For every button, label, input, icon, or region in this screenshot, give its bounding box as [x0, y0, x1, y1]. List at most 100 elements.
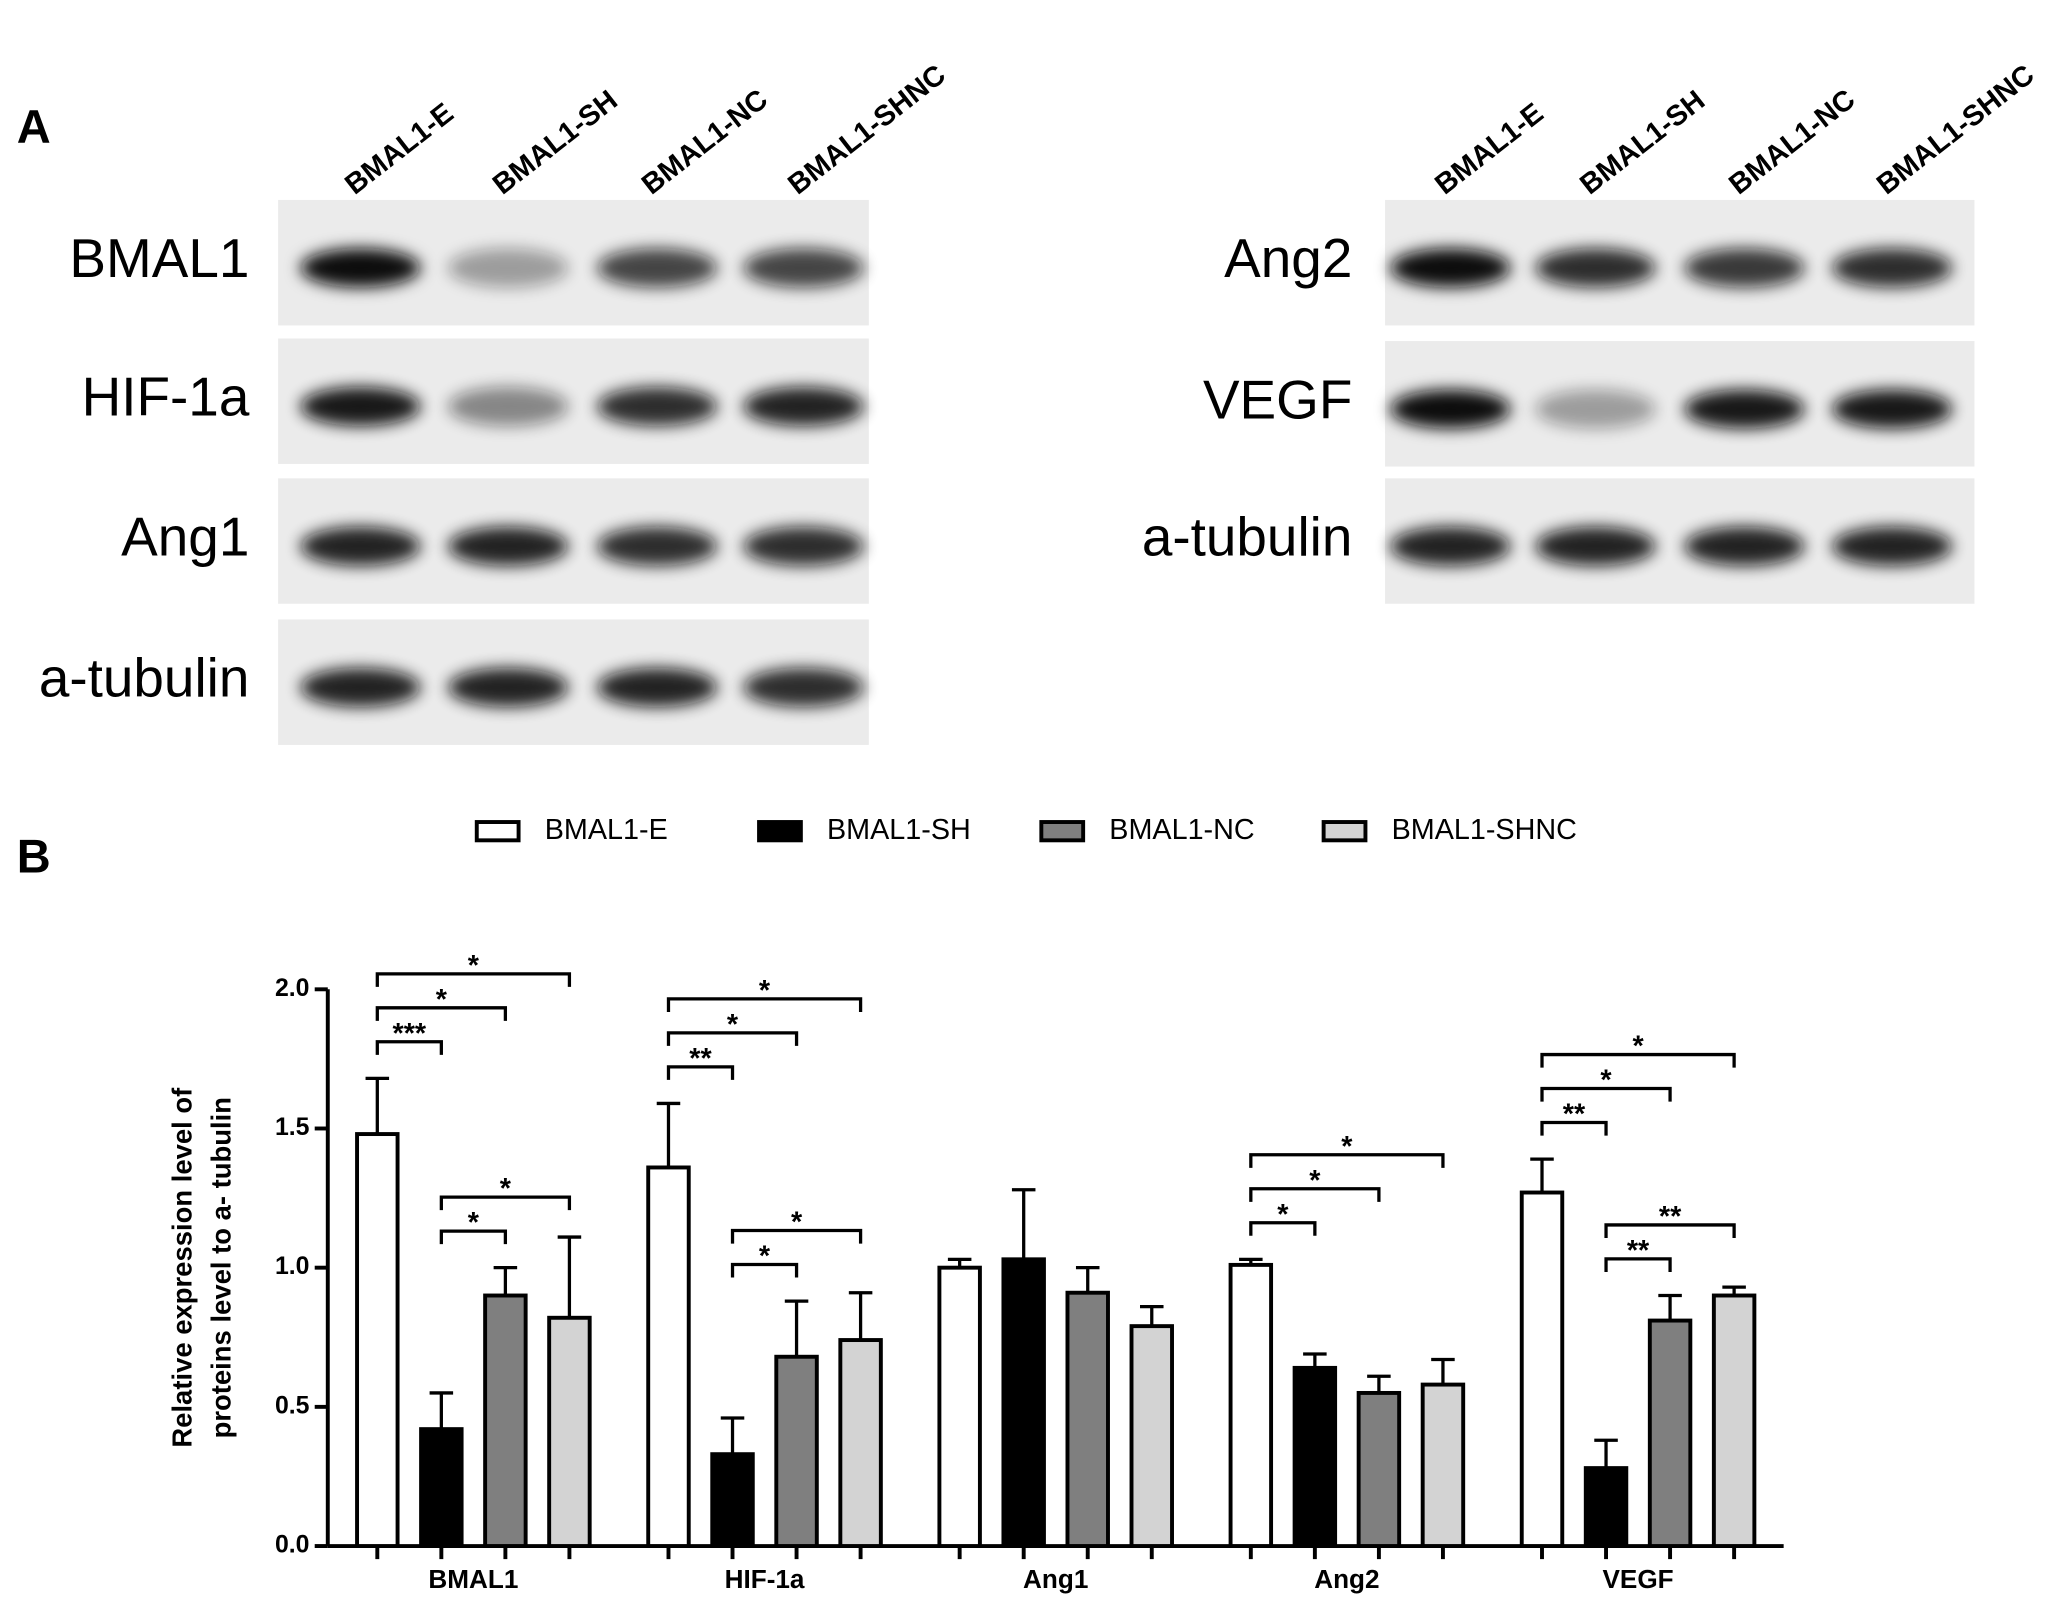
- bar: [1065, 1290, 1110, 1549]
- bar: [1129, 1324, 1174, 1549]
- blot-row-label: BMAL1: [69, 227, 249, 289]
- x-tick-label: Ang2: [1314, 1564, 1379, 1594]
- blot-band: [743, 386, 864, 427]
- blot-band: [448, 386, 569, 427]
- legend-label: BMAL1-SHNC: [1392, 814, 1577, 846]
- legend-swatch: [1321, 820, 1368, 843]
- significance-bracket: [1249, 1221, 1317, 1236]
- significance-label: *: [1632, 1031, 1644, 1063]
- bar: [1292, 1365, 1338, 1549]
- significance-bracket: [1604, 1257, 1672, 1272]
- y-tick-label: 2.0: [275, 975, 310, 1002]
- blot-band: [1535, 389, 1656, 429]
- blot-band: [448, 667, 569, 708]
- bar: [1001, 1257, 1046, 1549]
- significance-bracket: [375, 1006, 508, 1021]
- lane-label: BMAL1-NC: [636, 83, 774, 201]
- blot-row-label: HIF-1a: [82, 366, 250, 428]
- lane-label: BMAL1-E: [339, 97, 459, 201]
- bar: [1356, 1390, 1402, 1549]
- significance-bracket: [375, 972, 572, 987]
- lane-label: BMAL1-SHNC: [782, 59, 951, 201]
- significance-label: **: [1627, 1235, 1650, 1267]
- blot-band: [1390, 526, 1511, 566]
- significance-label: **: [689, 1043, 712, 1075]
- blot-row-label: VEGF: [1203, 368, 1352, 430]
- blot-band: [1684, 248, 1805, 288]
- bar: [1420, 1382, 1466, 1549]
- y-axis-label: proteins level to a- tubulin: [205, 1097, 236, 1438]
- significance-label: *: [500, 1173, 512, 1205]
- legend-label: BMAL1-E: [545, 814, 668, 846]
- blot-row-label: Ang1: [121, 506, 249, 568]
- panel-label: A: [17, 100, 51, 153]
- legend-label: BMAL1-SH: [827, 814, 971, 846]
- significance-bracket: [730, 1228, 863, 1244]
- blot-band: [448, 248, 569, 288]
- blot-band: [596, 386, 718, 427]
- blot-row-label: a-tubulin: [1142, 506, 1353, 568]
- panel-label: B: [17, 829, 51, 882]
- bar: [1228, 1262, 1274, 1549]
- significance-label: *: [727, 1009, 739, 1041]
- x-tick-label: VEGF: [1602, 1564, 1673, 1594]
- bar: [838, 1338, 883, 1549]
- significance-label: *: [1341, 1131, 1353, 1163]
- lane-label: BMAL1-E: [1429, 97, 1549, 201]
- legend-swatch: [1039, 820, 1086, 843]
- significance-label: *: [1277, 1199, 1289, 1231]
- x-tick-label: Ang1: [1023, 1564, 1088, 1594]
- blot-band: [1535, 248, 1656, 288]
- significance-bracket: [1540, 1120, 1608, 1136]
- y-axis-label: Relative expression level of: [166, 1087, 197, 1448]
- blot-band: [1684, 526, 1805, 566]
- bar: [419, 1427, 464, 1549]
- legend-label: BMAL1-NC: [1109, 814, 1254, 846]
- significance-bracket: [730, 1262, 799, 1278]
- significance-bracket: [666, 1065, 735, 1080]
- y-tick-label: 1.0: [275, 1253, 310, 1280]
- bar: [547, 1315, 592, 1549]
- lane-label: BMAL1-SH: [487, 84, 624, 201]
- bar: [1647, 1318, 1693, 1549]
- blot-band: [300, 667, 421, 708]
- significance-label: *: [1600, 1065, 1612, 1097]
- significance-bracket: [439, 1195, 572, 1211]
- lane-label: BMAL1-NC: [1723, 83, 1861, 201]
- blot-band: [596, 667, 718, 708]
- bar: [355, 1132, 400, 1549]
- blot-band: [1390, 389, 1511, 429]
- blot-band: [1832, 248, 1953, 288]
- significance-bracket: [1540, 1086, 1672, 1102]
- significance-bracket: [1604, 1223, 1736, 1239]
- blot-band: [300, 248, 421, 288]
- lane-label: BMAL1-SH: [1574, 84, 1711, 201]
- significance-label: *: [1309, 1165, 1321, 1197]
- blot-band: [1832, 526, 1953, 566]
- bar: [483, 1293, 528, 1549]
- significance-label: *: [468, 1207, 480, 1239]
- significance-label: **: [1563, 1099, 1586, 1131]
- significance-bracket: [1249, 1187, 1381, 1202]
- significance-bracket: [1540, 1052, 1736, 1068]
- blot-row-label: Ang2: [1224, 227, 1352, 289]
- legend-swatch: [474, 820, 521, 843]
- lane-label: BMAL1-SHNC: [1871, 59, 2040, 201]
- blot-row-label: a-tubulin: [39, 647, 250, 709]
- significance-bracket: [375, 1040, 443, 1055]
- legend-swatch: [757, 820, 803, 843]
- significance-bracket: [439, 1229, 508, 1245]
- blot-band: [596, 248, 718, 288]
- significance-label: *: [468, 950, 480, 982]
- blot-band: [743, 248, 864, 288]
- blot-band: [1684, 389, 1805, 429]
- blot-band: [300, 386, 421, 427]
- significance-bracket: [666, 1031, 799, 1046]
- bar: [1519, 1190, 1565, 1549]
- bar: [1711, 1293, 1757, 1549]
- blot-band: [300, 526, 421, 566]
- blot-band: [743, 667, 864, 708]
- blot-band: [448, 526, 569, 566]
